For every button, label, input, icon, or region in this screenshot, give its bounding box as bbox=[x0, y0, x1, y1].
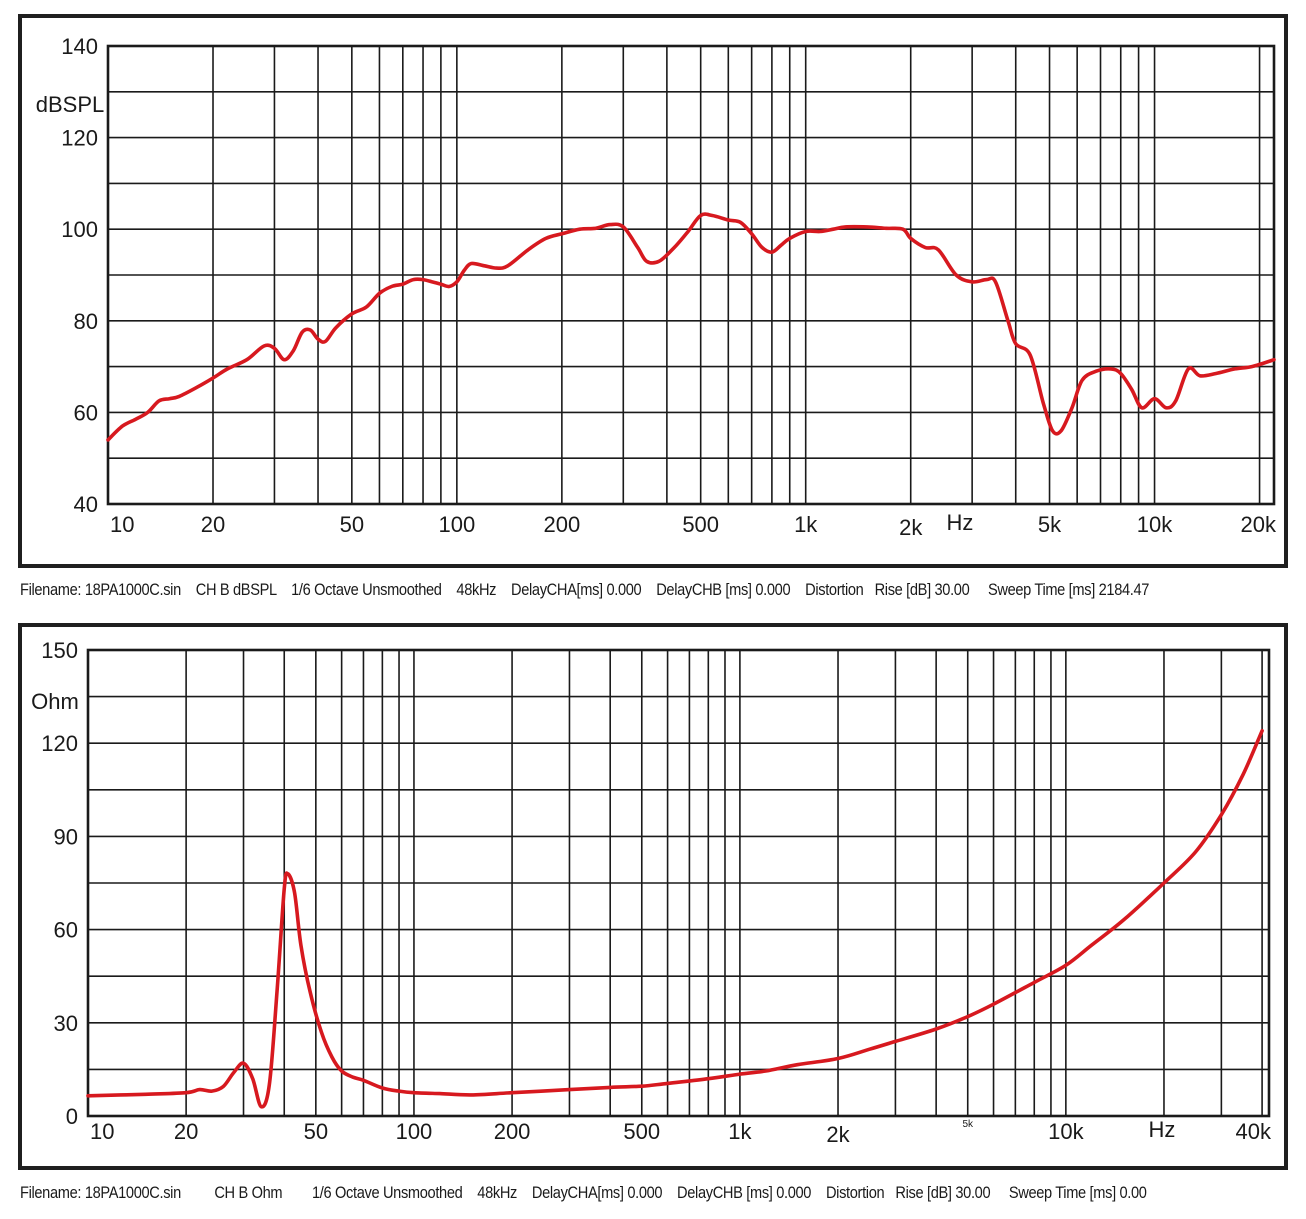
ohm-grid bbox=[88, 650, 1269, 1116]
ohm-ytick-label: 0 bbox=[66, 1104, 78, 1129]
ohm-ytick-label: 60 bbox=[54, 918, 78, 943]
spl-x-axis-label: Hz bbox=[947, 510, 974, 535]
spl-ytick-label: 60 bbox=[74, 400, 98, 425]
spl-xtick-label: 100 bbox=[438, 512, 475, 537]
spl-ytick-label: 40 bbox=[74, 492, 98, 517]
ohm-xtick-label: 200 bbox=[494, 1119, 531, 1144]
spl-xtick-label: 1k bbox=[794, 512, 818, 537]
spl-xtick-label: 2k bbox=[899, 515, 923, 540]
spl-xtick-label: 10 bbox=[110, 512, 134, 537]
ohm-series-line bbox=[86, 729, 1264, 1109]
ohm-x-axis-label: Hz bbox=[1149, 1117, 1176, 1142]
spl-chart-footer: Filename: 18PA1000C.sin CH B dBSPL 1/6 O… bbox=[20, 580, 1150, 599]
spl-chart-panel: 40 60 80 100 120 140 10 20 50 100 200 500 1k 2k 5k 10k 2… bbox=[18, 14, 1288, 568]
ohm-xtick-label: 10k bbox=[1048, 1119, 1084, 1144]
spl-xtick-label: 200 bbox=[544, 512, 581, 537]
impedance-chart-footer: Filename: 18PA1000C.sin CH B Ohm 1/6 Oct… bbox=[20, 1183, 1147, 1202]
ohm-xtick-label: 10 bbox=[90, 1119, 114, 1144]
ohm-xtick-label: 5k bbox=[962, 1119, 974, 1130]
ohm-xtick-label: 2k bbox=[826, 1122, 850, 1147]
spl-xtick-label: 10k bbox=[1137, 512, 1173, 537]
ohm-xtick-label: 50 bbox=[304, 1119, 328, 1144]
spl-ytick-label: 100 bbox=[61, 217, 98, 242]
spl-xtick-label: 20 bbox=[201, 512, 225, 537]
spl-plot-frame bbox=[106, 44, 1276, 506]
spl-y-axis-label: dBSPL bbox=[36, 92, 105, 117]
ohm-xtick-label: 1k bbox=[728, 1119, 752, 1144]
impedance-chart: 0 30 60 90 120 150 10 20 50 100 200 500 1k 2k 5k 10k 40k… bbox=[31, 638, 1272, 1147]
ohm-xtick-label: 40k bbox=[1236, 1119, 1272, 1144]
spl-xtick-label: 500 bbox=[682, 512, 719, 537]
ohm-plot-frame bbox=[86, 648, 1271, 1118]
spl-xtick-label: 50 bbox=[340, 512, 364, 537]
ohm-xtick-label: 100 bbox=[396, 1119, 433, 1144]
impedance-chart-panel: 0 30 60 90 120 150 10 20 50 100 200 500 1k 2k 5k 10k 40k… bbox=[18, 623, 1288, 1170]
ohm-y-axis-label: Ohm bbox=[31, 689, 79, 714]
spl-ytick-label: 120 bbox=[61, 126, 98, 151]
spl-xtick-label: 20k bbox=[1241, 512, 1277, 537]
ohm-ytick-label: 120 bbox=[41, 731, 78, 756]
ohm-ytick-label: 150 bbox=[41, 638, 78, 663]
spl-series-line bbox=[106, 212, 1276, 442]
ohm-ytick-label: 90 bbox=[54, 824, 78, 849]
spl-ytick-label: 140 bbox=[61, 34, 98, 59]
ohm-xtick-label: 500 bbox=[623, 1119, 660, 1144]
ohm-ytick-label: 30 bbox=[54, 1011, 78, 1036]
spl-xtick-label: 5k bbox=[1038, 512, 1062, 537]
spl-ytick-label: 80 bbox=[74, 309, 98, 334]
spl-frequency-response-chart: 40 60 80 100 120 140 10 20 50 100 200 500 1k 2k 5k 10k 2… bbox=[36, 34, 1277, 540]
spl-grid bbox=[108, 46, 1274, 504]
ohm-xtick-label: 20 bbox=[174, 1119, 198, 1144]
